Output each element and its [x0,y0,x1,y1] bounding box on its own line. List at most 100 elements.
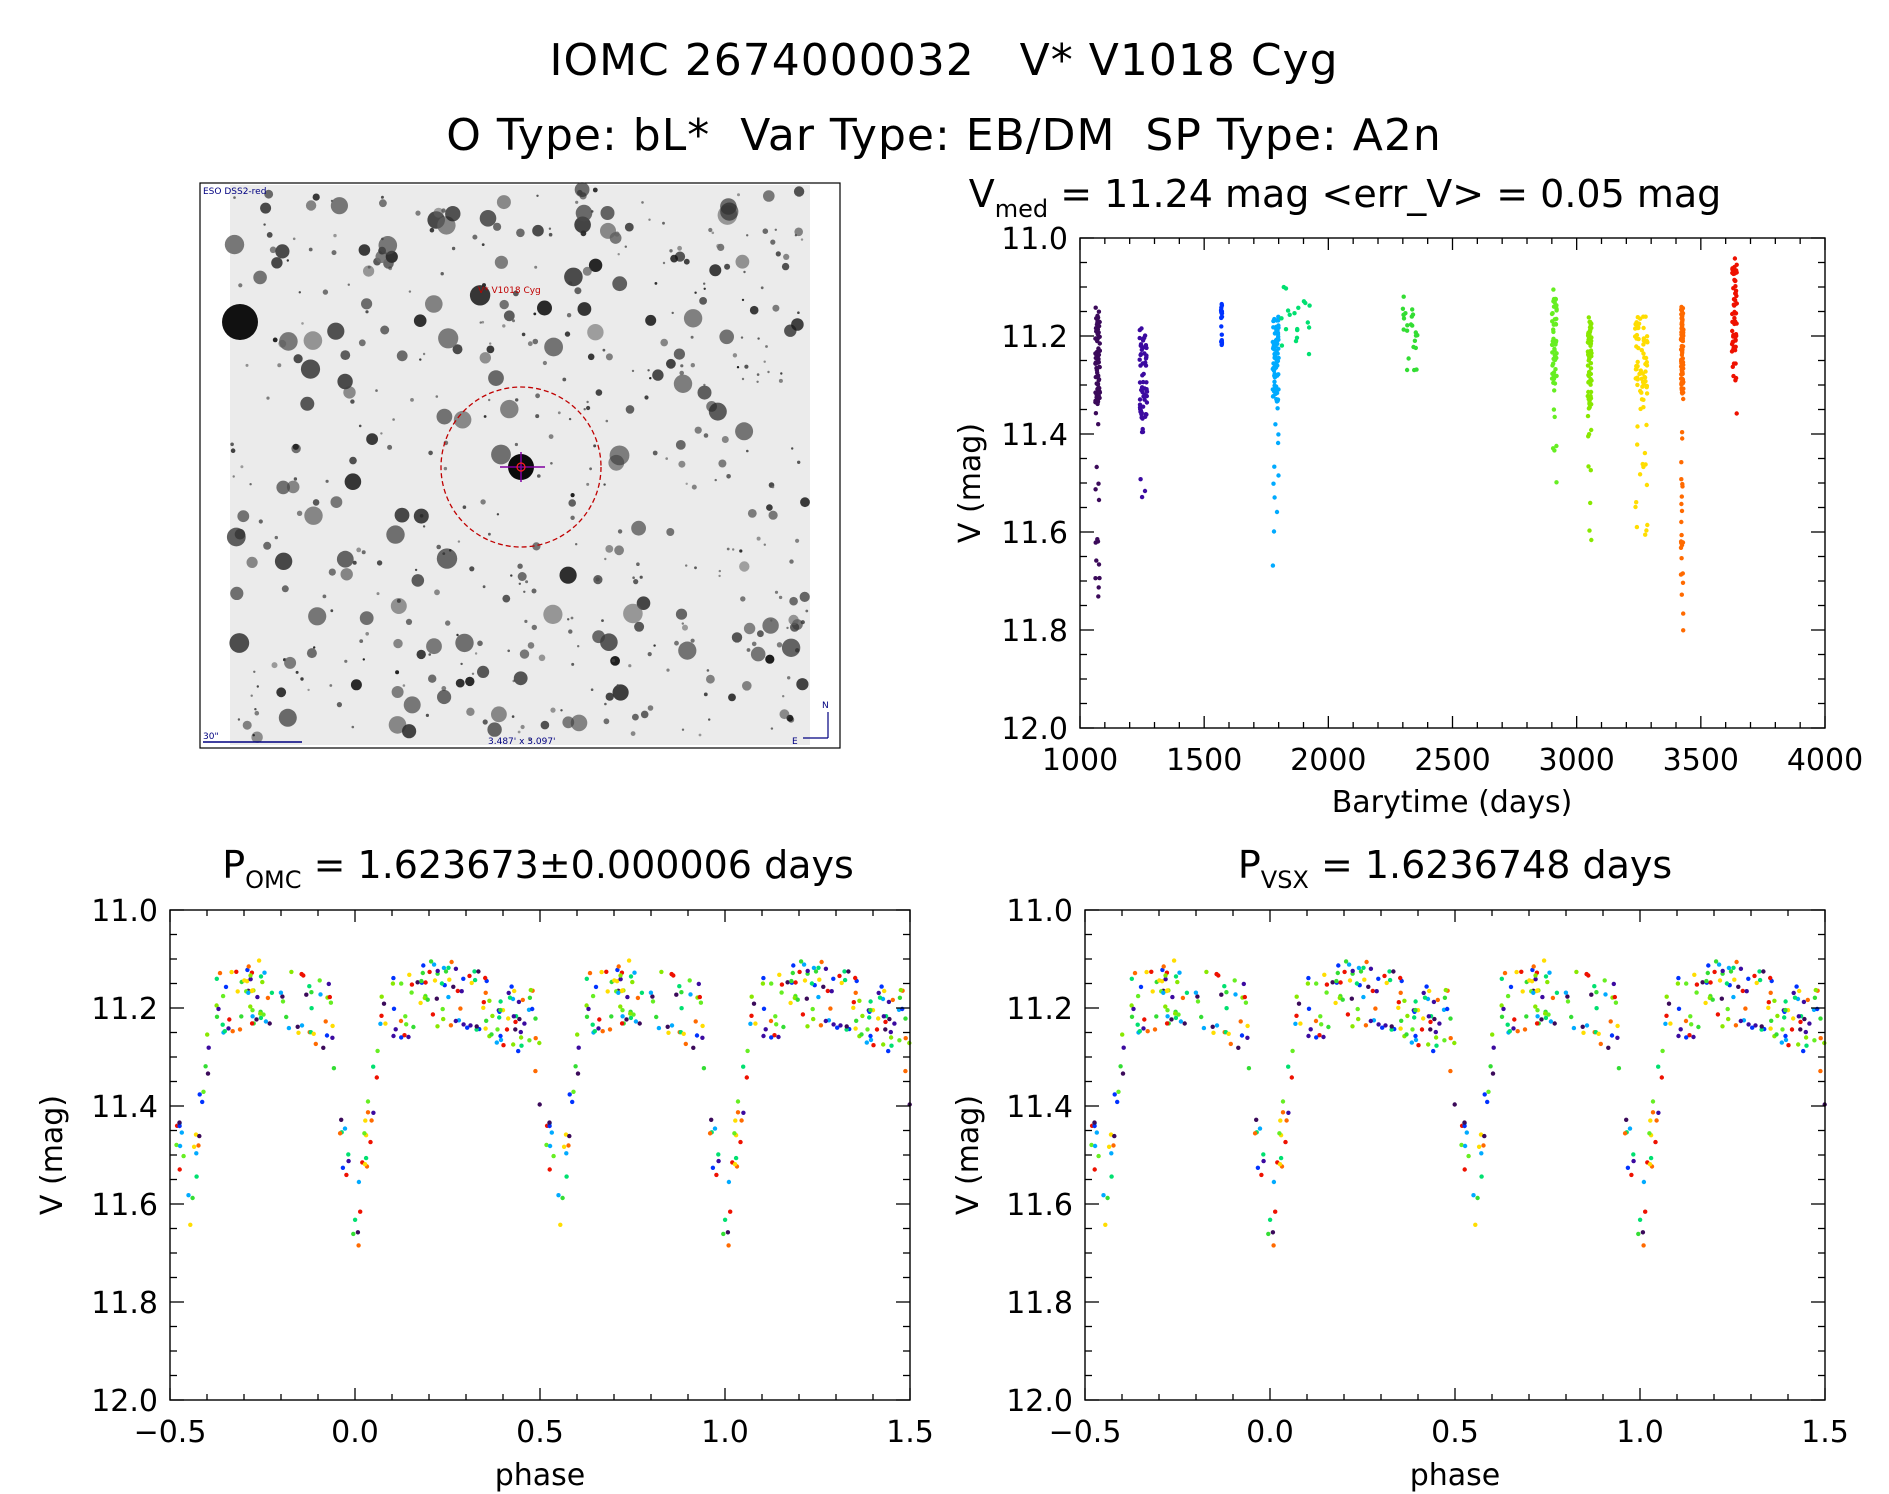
star [343,386,356,399]
x-tick-label: 2500 [1414,743,1490,778]
star [376,592,380,596]
star [708,227,713,233]
phase-point [1387,969,1392,974]
star [483,415,487,418]
phase-point [1792,995,1798,1000]
star [525,580,529,584]
star [376,560,383,566]
lightcurve-point [1634,366,1639,372]
phase-point [1094,1130,1100,1135]
star [791,447,794,450]
lightcurve-point [1644,334,1650,339]
phase-point [630,979,635,985]
phase-point [1596,1031,1601,1037]
phase-point [1135,993,1141,999]
star [481,320,485,324]
phase-point [777,972,782,977]
phase-point [768,1018,774,1024]
phase-point [229,969,234,975]
star [757,630,764,638]
lightcurve-point [1292,311,1297,316]
phase-point [846,969,851,974]
phase-point [443,969,449,974]
phase-point [612,978,617,983]
phase-point [369,1118,374,1123]
lightcurve-point [1732,315,1737,321]
phase-point [828,1006,833,1011]
lightcurve-point [1554,308,1559,313]
phase-point [1448,1036,1453,1041]
phase-point [299,1023,305,1028]
phase-point [615,967,620,973]
star [763,543,766,546]
phase-point [593,984,599,990]
phase-point [518,1029,523,1035]
lightcurve-point [1641,342,1646,347]
phase-point [853,975,858,981]
phase-point [1539,1017,1544,1022]
phase-point [1656,1110,1661,1116]
phase-point [1112,1092,1117,1097]
phase-point [1471,1193,1476,1198]
phase-point [1462,1167,1467,1172]
star [592,630,605,644]
star [690,363,695,368]
star [229,633,250,653]
star [532,338,539,345]
lightcurve-point [1273,343,1278,349]
star [677,245,682,251]
phase-point [576,1045,581,1050]
lightcurve-point [1680,436,1685,441]
star [793,186,805,197]
phase-point [1501,1006,1506,1012]
lightcurve-point [1401,327,1406,332]
phase-point [1255,1165,1261,1171]
star [266,396,270,400]
phase-point [418,1000,423,1006]
star [683,258,690,265]
lightcurve-point [1093,576,1098,581]
phase-point [1226,1031,1231,1037]
phase-point [1330,980,1335,985]
lightcurve-point [1096,378,1101,383]
phase-point [1663,1021,1668,1026]
lightcurve-point [1587,355,1592,360]
star [465,676,475,687]
lightcurve-point [1678,347,1684,352]
lightcurve-point [1635,324,1641,330]
star [387,444,393,450]
lightcurve-point [1276,473,1281,478]
phase-point [177,1167,182,1172]
phase-point [1308,1027,1313,1032]
phase-point [379,994,384,999]
phase-point [1712,969,1717,975]
lightcurve-point [1635,382,1640,388]
phase-point [1294,994,1299,999]
phase-point [1726,965,1732,971]
figure-title-line1: IOMC 2674000032 V* V1018 Cyg [549,35,1338,86]
x-tick-label: 1500 [1166,743,1242,778]
phase-point [1543,1015,1549,1021]
phase-point [882,988,887,994]
lightcurve-point [1640,379,1646,385]
phase-point [318,992,323,997]
phase-point [1101,1193,1106,1198]
phase-point [842,977,848,983]
lightcurve-point [1273,325,1278,330]
phase-point [1818,1036,1823,1041]
star [375,389,378,392]
y-tick-label: 12.0 [91,1384,158,1419]
phase-point [1648,1118,1653,1123]
x-tick-label: 0.0 [331,1415,379,1450]
phase-point [1108,1132,1114,1137]
phase-point [1373,1006,1378,1011]
star [533,312,537,316]
star [328,568,336,576]
lightcurve-point [1733,301,1738,307]
phase-point [1580,1024,1585,1030]
lightcurve-point [1551,287,1556,292]
star [230,586,244,601]
star [517,730,521,734]
phase-point [304,992,309,997]
phase-point [1103,1222,1108,1228]
